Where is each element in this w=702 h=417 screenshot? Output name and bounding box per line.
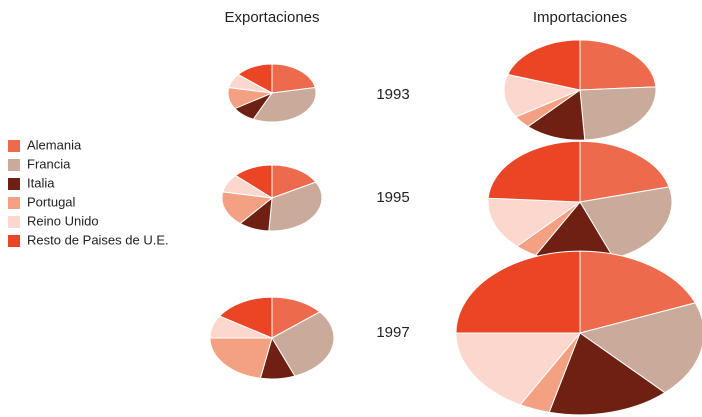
pie-slice [579,250,697,334]
pie-slice [527,89,586,141]
pie-slice [237,63,273,94]
pie-slice [221,191,274,225]
column-title: Exportaciones [224,9,319,26]
legend-label: Alemania [27,137,82,152]
pie-slice [503,73,582,118]
pie-slice [579,39,657,91]
pie-slice [455,332,582,406]
pie-slice [271,296,321,339]
pie-slice [455,250,581,334]
pie-slice [578,302,702,394]
pie-slice [234,164,273,199]
legend-swatch [8,178,20,190]
pie-slice [271,63,316,94]
pie-slice [271,164,317,199]
legend-swatch [8,140,20,152]
year-label: 1997 [376,324,409,341]
legend-label: Resto de Paises de U.E. [27,232,169,247]
pie-slice [579,86,657,141]
pie-slice [268,181,323,232]
legend-label: Reino Unido [27,213,99,228]
pie-slice [506,39,581,91]
pie-slice [579,186,673,260]
column-title: Importaciones [533,9,627,26]
legend-label: Portugal [27,194,76,209]
pie-slice [487,197,582,247]
pie-slice [548,332,666,416]
year-label: 1995 [376,189,409,206]
pie-slice [252,87,317,123]
pie-slice [209,337,273,379]
pie-slice [218,296,273,339]
year-label: 1993 [376,86,409,103]
legend-swatch [8,235,20,247]
pie-slice [579,140,670,203]
legend-label: Italia [27,175,55,190]
pie-slice [271,311,335,377]
legend-swatch [8,216,20,228]
legend-swatch [8,159,20,171]
legend-label: Francia [27,156,71,171]
legend-swatch [8,197,20,209]
pie-slice [487,140,581,203]
